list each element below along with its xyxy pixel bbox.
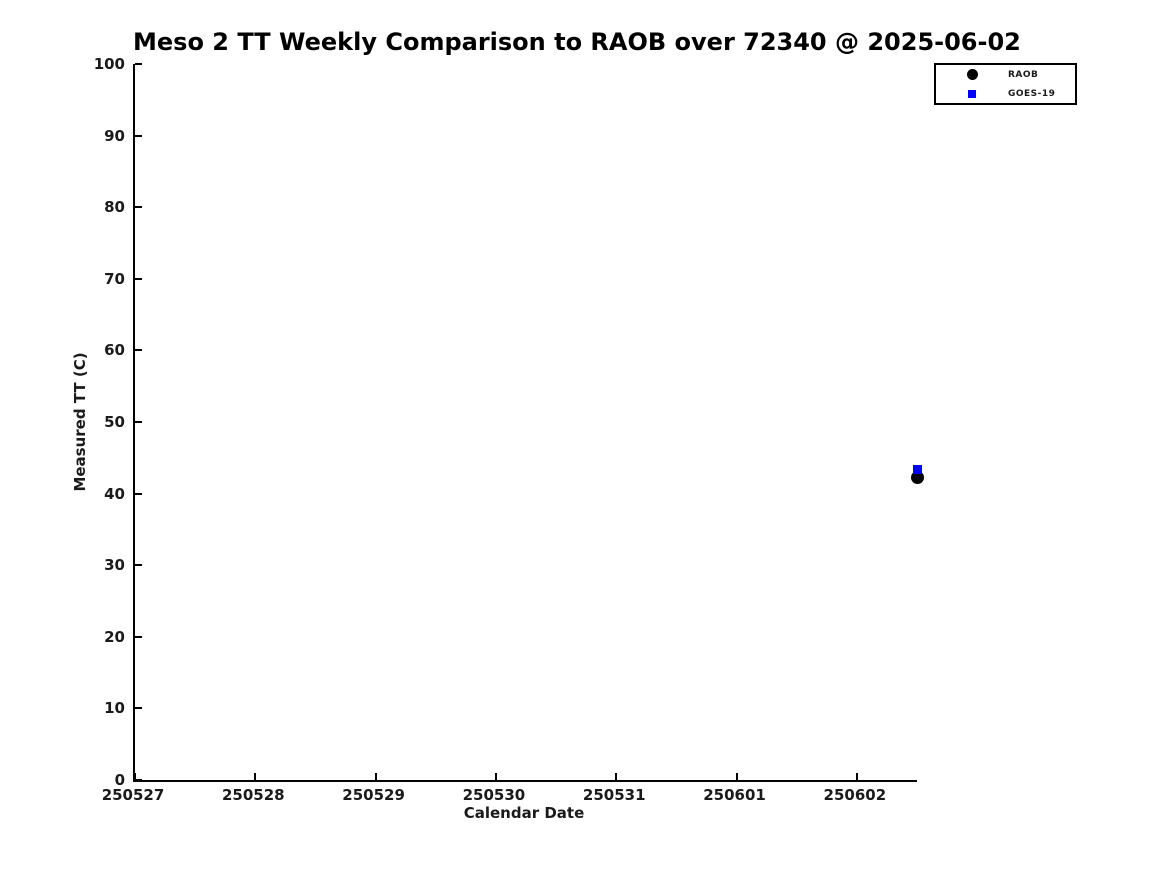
y-tick-label: 0: [114, 771, 125, 789]
x-tick-mark: [254, 773, 257, 780]
y-tick-label: 60: [104, 341, 125, 360]
legend-marker-cell: [936, 89, 1008, 98]
y-tick-mark: [135, 349, 142, 352]
legend-label-goes-19: GOES-19: [1008, 88, 1056, 99]
legend-item-raob: RAOB: [936, 67, 1075, 83]
y-tick-mark: [135, 134, 142, 137]
x-tick-mark: [855, 773, 858, 780]
chart-title: Meso 2 TT Weekly Comparison to RAOB over…: [133, 28, 1021, 56]
y-tick-label: 30: [104, 556, 125, 575]
x-tick-label: 250527: [101, 786, 165, 804]
x-tick-mark: [615, 773, 618, 780]
x-tick-label: 250528: [221, 786, 285, 804]
data-point-raob: [910, 471, 924, 485]
x-tick-mark: [374, 773, 377, 780]
y-tick-mark: [135, 707, 142, 710]
data-point-goes-19: [912, 464, 922, 474]
y-tick-label: 40: [104, 484, 125, 503]
x-tick-label: 250601: [703, 786, 766, 804]
plot-area: [133, 63, 924, 782]
x-tick-label: 250531: [582, 786, 646, 804]
x-tick-label: 250530: [462, 786, 526, 804]
y-tick-mark: [135, 779, 142, 781]
y-tick-mark: [135, 277, 142, 280]
y-tick-label: 70: [104, 269, 125, 288]
x-tick-mark: [494, 773, 497, 780]
x-tick-mark: [735, 773, 738, 780]
raob-circle-marker-icon: [966, 69, 978, 80]
y-tick-mark: [135, 635, 142, 638]
x-axis-label: Calendar Date: [463, 804, 585, 822]
legend-item-goes-19: GOES-19: [936, 86, 1075, 102]
y-tick-mark: [135, 206, 142, 209]
x-tick-label: 250529: [342, 786, 405, 804]
y-tick-label: 20: [104, 627, 125, 646]
y-tick-mark: [135, 63, 142, 65]
y-tick-mark: [135, 421, 142, 423]
legend-marker-cell: [936, 69, 1008, 80]
y-tick-label: 100: [93, 55, 125, 73]
legend-label-raob: RAOB: [1008, 69, 1039, 80]
y-tick-mark: [135, 564, 142, 567]
x-tick-label: 250602: [823, 786, 887, 804]
y-tick-label: 50: [104, 413, 125, 431]
y-tick-label: 80: [104, 198, 125, 217]
y-tick-label: 90: [104, 126, 125, 145]
x-tick-mark: [134, 773, 136, 780]
goes-19-square-marker-icon: [968, 89, 976, 98]
y-tick-mark: [135, 492, 142, 495]
legend: RAOB GOES-19: [934, 63, 1077, 105]
y-tick-label: 10: [104, 699, 125, 718]
